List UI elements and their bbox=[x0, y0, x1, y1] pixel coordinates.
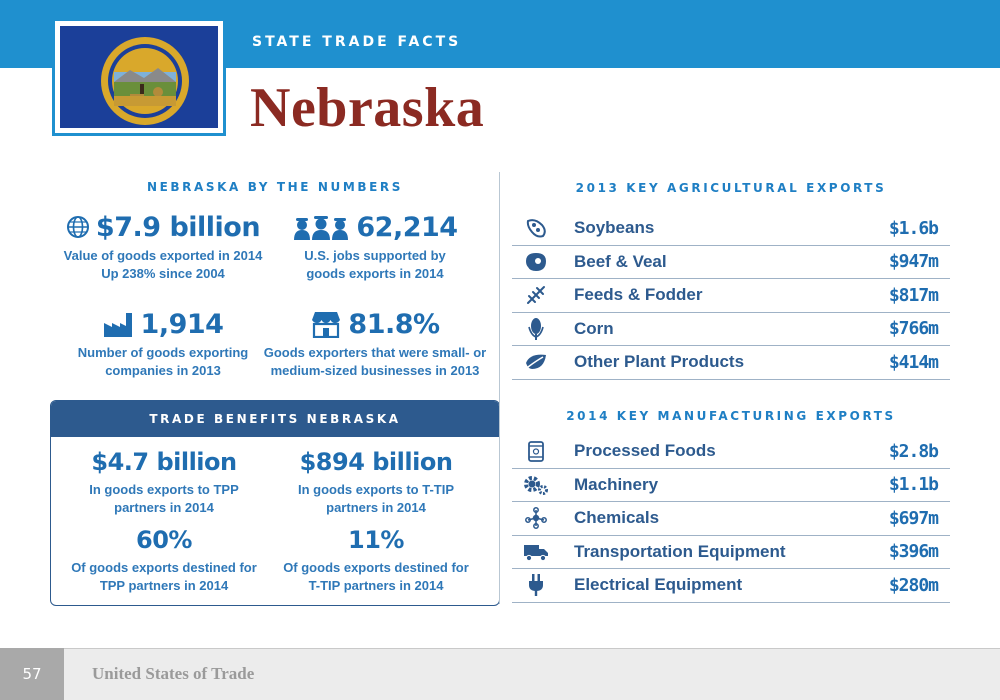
export-name: Machinery bbox=[574, 474, 659, 494]
export-value: $817m bbox=[888, 284, 939, 306]
leaf-icon bbox=[526, 354, 546, 370]
stat-desc: medium-sized businesses in 2013 bbox=[270, 362, 480, 378]
benefit-value: $894 billion bbox=[299, 448, 453, 476]
page-footer bbox=[0, 648, 1000, 700]
benefit-tpp-share: 60% Of goods exports destined for TPP pa… bbox=[51, 525, 277, 594]
list-item: Electrical Equipment $280m bbox=[512, 569, 950, 603]
trade-benefits-panel: TRADE BENEFITS NEBRASKA $4.7 billion In … bbox=[50, 400, 500, 606]
export-value: $1.1b bbox=[888, 474, 939, 496]
list-item: Other Plant Products $414m bbox=[512, 346, 950, 380]
export-value: $697m bbox=[888, 507, 939, 529]
storefront-icon bbox=[312, 312, 341, 338]
export-name: Soybeans bbox=[574, 218, 655, 238]
stat-jobs: 62,214 U.S. jobs supported by goods expo… bbox=[262, 210, 488, 282]
stat-desc: Number of goods exporting bbox=[77, 345, 249, 360]
benefit-desc: Of goods exports destined for bbox=[283, 560, 469, 575]
benefit-desc: TPP partners in 2014 bbox=[99, 577, 229, 593]
soybean-icon bbox=[526, 219, 546, 238]
export-name: Processed Foods bbox=[574, 441, 716, 461]
benefit-value: 60% bbox=[136, 526, 192, 554]
flag-field bbox=[60, 26, 218, 128]
plug-icon bbox=[529, 574, 543, 597]
list-item: Processed Foods $2.8b bbox=[512, 435, 950, 469]
state-seal-icon bbox=[101, 37, 189, 125]
molecule-icon bbox=[525, 507, 547, 530]
stat-desc: U.S. jobs supported by bbox=[304, 248, 446, 263]
export-value: $396m bbox=[888, 541, 939, 563]
stat-companies: 1,914 Number of goods exporting companie… bbox=[50, 307, 276, 379]
export-name: Transportation Equipment bbox=[574, 541, 786, 561]
stat-desc: Up 238% since 2004 bbox=[101, 265, 225, 281]
benefit-ttip-share: 11% Of goods exports destined for T-TIP … bbox=[263, 525, 489, 594]
stat-small-business: 81.8% Goods exporters that were small- o… bbox=[262, 307, 488, 379]
stat-value: 62,214 bbox=[356, 211, 458, 243]
list-item: Beef & Veal $947m bbox=[512, 246, 950, 279]
manufacturing-section-title: 2014 KEY MANUFACTURING EXPORTS bbox=[566, 409, 896, 423]
stat-value: 1,914 bbox=[140, 308, 224, 340]
workers-icon bbox=[294, 216, 349, 240]
agricultural-exports-list: Soybeans $1.6b Beef & Veal $947m Feeds &… bbox=[512, 212, 950, 380]
agricultural-section-title: 2013 KEY AGRICULTURAL EXPORTS bbox=[575, 181, 887, 195]
stat-exports-value: $7.9 billion Value of goods exported in … bbox=[50, 210, 276, 282]
state-flag bbox=[52, 18, 226, 136]
page-title: Nebraska bbox=[250, 77, 485, 139]
column-divider bbox=[499, 172, 500, 604]
export-value: $766m bbox=[888, 318, 939, 340]
export-name: Corn bbox=[574, 318, 614, 338]
list-item: Soybeans $1.6b bbox=[512, 212, 950, 246]
publication-title: United States of Trade bbox=[92, 664, 255, 683]
stat-value: $7.9 billion bbox=[95, 211, 261, 243]
section-eyebrow: STATE TRADE FACTS bbox=[252, 34, 462, 50]
export-value: $947m bbox=[888, 251, 939, 273]
export-value: $1.6b bbox=[888, 217, 939, 239]
benefit-desc: partners in 2014 bbox=[114, 499, 214, 515]
list-item: Corn $766m bbox=[512, 313, 950, 346]
globe-icon bbox=[66, 216, 89, 238]
benefit-ttip-exports: $894 billion In goods exports to T-TIP p… bbox=[263, 447, 489, 516]
benefit-desc: In goods exports to T-TIP bbox=[298, 482, 454, 497]
corn-icon bbox=[528, 317, 544, 340]
stat-desc: Goods exporters that were small- or bbox=[263, 345, 487, 360]
benefit-desc: partners in 2014 bbox=[326, 499, 426, 515]
benefit-value: $4.7 billion bbox=[91, 448, 237, 476]
list-item: Feeds & Fodder $817m bbox=[512, 279, 950, 313]
export-value: $2.8b bbox=[888, 440, 939, 462]
export-name: Electrical Equipment bbox=[574, 575, 743, 595]
factory-icon bbox=[103, 313, 132, 337]
export-name: Chemicals bbox=[574, 508, 660, 528]
footer-divider bbox=[0, 648, 1000, 649]
stat-desc: companies in 2013 bbox=[105, 362, 221, 378]
export-name: Other Plant Products bbox=[574, 352, 745, 372]
stat-desc: Value of goods exported in 2014 bbox=[63, 248, 263, 263]
export-name: Feeds & Fodder bbox=[574, 285, 703, 305]
benefit-value: 11% bbox=[348, 526, 404, 554]
truck-icon bbox=[524, 544, 548, 561]
export-value: $280m bbox=[888, 574, 939, 596]
numbers-section-title: NEBRASKA BY THE NUMBERS bbox=[146, 180, 404, 194]
trade-benefits-title: TRADE BENEFITS NEBRASKA bbox=[51, 401, 499, 437]
manufacturing-exports-list: Processed Foods $2.8b Machinery $1.1b Ch… bbox=[512, 435, 950, 603]
stat-value: 81.8% bbox=[348, 308, 440, 340]
benefit-desc: Of goods exports destined for bbox=[71, 560, 257, 575]
wheat-icon bbox=[527, 286, 545, 305]
benefit-tpp-exports: $4.7 billion In goods exports to TPP par… bbox=[51, 447, 277, 516]
stat-desc: goods exports in 2014 bbox=[306, 265, 444, 281]
can-icon bbox=[528, 441, 544, 463]
page-number: 57 bbox=[0, 648, 64, 700]
gears-icon bbox=[524, 475, 548, 495]
benefit-desc: T-TIP partners in 2014 bbox=[308, 577, 444, 593]
benefit-desc: In goods exports to TPP bbox=[89, 482, 239, 497]
export-value: $414m bbox=[888, 351, 939, 373]
export-name: Beef & Veal bbox=[574, 251, 667, 271]
list-item: Transportation Equipment $396m bbox=[512, 536, 950, 569]
list-item: Machinery $1.1b bbox=[512, 469, 950, 502]
steak-icon bbox=[526, 252, 546, 271]
list-item: Chemicals $697m bbox=[512, 502, 950, 536]
